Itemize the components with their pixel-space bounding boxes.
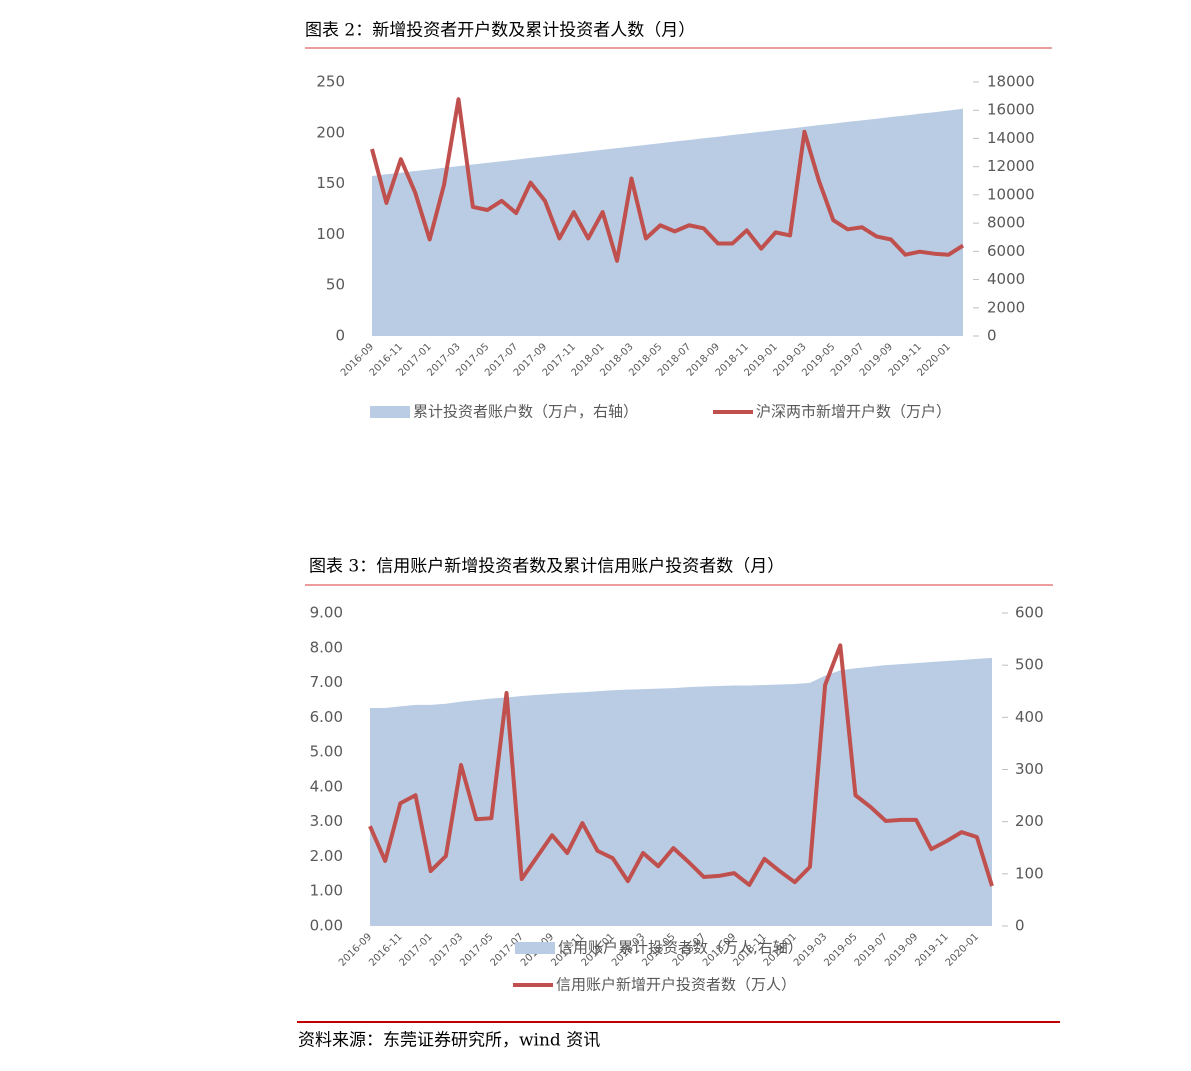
y-tick-label: 250	[316, 73, 345, 91]
y2-tick-label: 14000	[987, 129, 1035, 147]
legend-label: 累计投资者账户数（万户，右轴）	[413, 403, 638, 421]
y2-tick-label: 0	[987, 327, 997, 345]
y2-tick-label: 4000	[987, 270, 1025, 288]
legend-label: 沪深两市新增开户数（万户）	[756, 403, 951, 421]
y-tick-label: 5.00	[310, 743, 343, 761]
chart-title: 图表 3：信用账户新增投资者数及累计信用账户投资者数（月）	[309, 557, 784, 577]
y2-tick-label: 6000	[987, 242, 1025, 260]
source-note: 资料来源：东莞证券研究所，wind 资讯	[298, 1031, 600, 1051]
y-tick-label: 50	[326, 276, 345, 294]
y-tick-label: 8.00	[310, 638, 343, 656]
y-tick-label: 9.00	[310, 604, 343, 622]
y2-tick-label: 8000	[987, 214, 1025, 232]
y-tick-label: 3.00	[310, 812, 343, 830]
legend-label: 信用账户新增开户投资者数（万人）	[556, 976, 796, 994]
legend-swatch	[370, 406, 410, 418]
y2-tick-label: 400	[1015, 708, 1044, 726]
y-tick-label: 0	[335, 327, 345, 345]
y-tick-label: 6.00	[310, 708, 343, 726]
chart-title: 图表 2：新增投资者开户数及累计投资者人数（月）	[305, 21, 695, 41]
y2-tick-label: 500	[1015, 656, 1044, 674]
y-tick-label: 1.00	[310, 882, 343, 900]
y-tick-label: 100	[316, 225, 345, 243]
y2-tick-label: 600	[1015, 604, 1044, 622]
x-tick-label: 2020-01	[944, 931, 981, 968]
y2-tick-label: 12000	[987, 157, 1035, 175]
y2-tick-label: 18000	[987, 73, 1035, 91]
legend-swatch	[515, 942, 555, 954]
y2-tick-label: 200	[1015, 812, 1044, 830]
area	[370, 657, 992, 926]
y2-tick-label: 2000	[987, 298, 1025, 316]
y-tick-label: 0.00	[310, 917, 343, 935]
y-tick-label: 200	[316, 123, 345, 141]
y2-tick-label: 16000	[987, 101, 1035, 119]
y2-tick-label: 100	[1015, 864, 1044, 882]
line	[368, 643, 994, 887]
legend-label: 信用账户累计投资者数（万人,右轴）	[558, 939, 803, 957]
y-tick-label: 150	[316, 174, 345, 192]
y-tick-label: 2.00	[310, 847, 343, 865]
y2-tick-label: 0	[1015, 917, 1025, 935]
y-tick-label: 7.00	[310, 673, 343, 691]
y2-tick-label: 300	[1015, 760, 1044, 778]
line	[370, 97, 965, 263]
y2-tick-label: 10000	[987, 185, 1035, 203]
y-tick-label: 4.00	[310, 777, 343, 795]
area	[372, 108, 963, 336]
